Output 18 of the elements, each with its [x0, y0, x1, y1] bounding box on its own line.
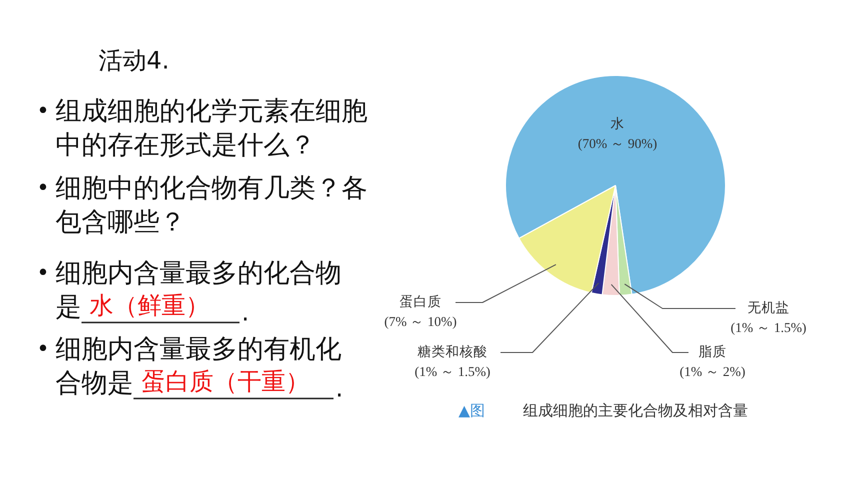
text: • 组成细胞的化学元素在细胞中的存在形式是什么？ [36, 96, 368, 160]
text: 蛋白质（干重） [142, 368, 310, 396]
text: 水（鲜重） [90, 292, 210, 320]
text: ▲图 [458, 402, 486, 420]
slice-label: 脂质 (1% ～ 2%) [680, 344, 746, 380]
slice-label: 无机盐 (1% ～ 1.5%) [730, 300, 806, 336]
slice-label: 水 (70% ～ 90%) [578, 116, 658, 152]
text: • 细胞内含量最多的有机化 [36, 334, 342, 364]
text: 是 [56, 292, 82, 322]
text: • 细胞中的化合物有几类？各包含哪些？ [36, 174, 368, 238]
text: 合物是 [56, 368, 134, 398]
slice-label: 蛋白质 (7% ～ 10%) [384, 294, 457, 330]
text: 组成细胞的主要化合物及相对含量 [523, 402, 748, 420]
slice-label: 糖类和核酸 (1% ～ 1.5%) [414, 344, 490, 380]
text: 活动4. [98, 46, 170, 74]
text: • 细胞内含量最多的化合物 [36, 258, 342, 288]
text: . [336, 374, 344, 402]
text: . [242, 298, 250, 326]
